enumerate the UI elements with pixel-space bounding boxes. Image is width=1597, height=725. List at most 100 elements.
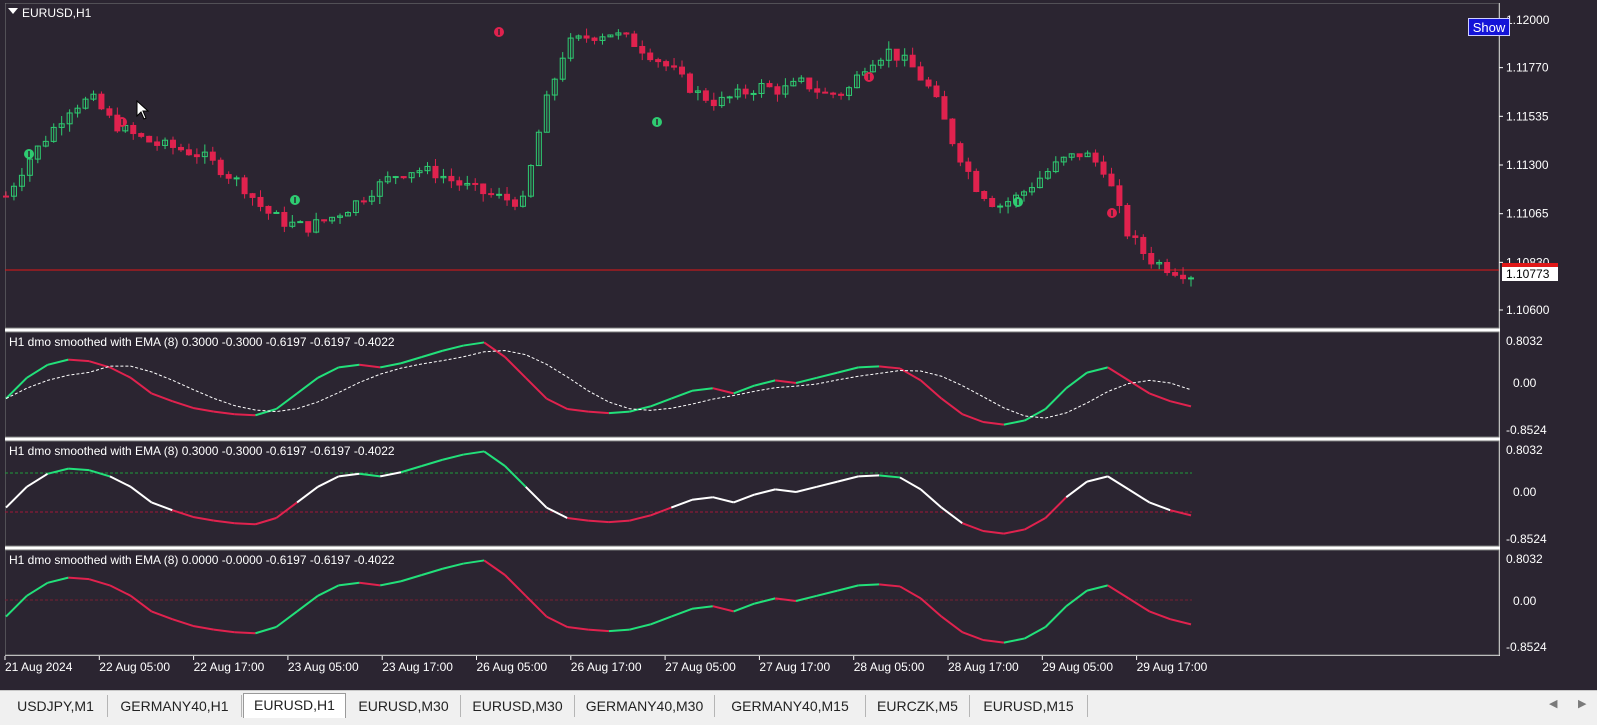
chart-tab[interactable]: USDJPY,M1 xyxy=(4,695,108,717)
main-pane[interactable] xyxy=(4,2,1500,329)
indicator-segment xyxy=(920,488,943,509)
indicator-segment xyxy=(567,626,589,631)
mouse-cursor-icon xyxy=(136,100,150,120)
indicator-segment xyxy=(712,605,734,613)
candle-body xyxy=(559,57,566,80)
indicator-2-axis-mid: 0.00 xyxy=(1513,485,1537,499)
indicator-segment xyxy=(442,562,464,570)
candle-body xyxy=(424,165,431,172)
candle-body xyxy=(734,88,741,98)
candle-body xyxy=(1156,262,1163,265)
indicator-segment xyxy=(380,362,402,369)
indicator-segment xyxy=(463,450,485,456)
indicator-segment xyxy=(483,559,506,576)
time-axis-label: 23 Aug 05:00 xyxy=(288,660,359,674)
indicator-segment xyxy=(380,580,402,587)
indicator-segment xyxy=(213,410,235,416)
indicator-segment xyxy=(837,475,859,483)
candle-body xyxy=(766,83,773,88)
indicator-segment xyxy=(317,366,340,379)
candle-body xyxy=(1132,235,1139,238)
indicator-segment xyxy=(858,474,880,478)
indicator-segment xyxy=(1086,584,1109,592)
chart-tab[interactable]: EURUSD,M30 xyxy=(461,695,575,717)
indicator-segment xyxy=(421,349,443,358)
indicator-segment xyxy=(338,363,360,369)
chart-area[interactable]: 1.12000 1.11770 1.11535 1.11300 1.11065 1.108… xyxy=(0,0,1597,690)
chart-tab[interactable]: EURUSD,M30 xyxy=(347,695,461,717)
indicator-segment xyxy=(88,578,111,587)
indicator-segment xyxy=(1107,475,1130,491)
candle-body xyxy=(742,88,749,95)
indicator-3-axis-mid: 0.00 xyxy=(1513,594,1537,608)
indicator-segment xyxy=(213,628,235,634)
candle-body xyxy=(66,112,73,125)
indicator-segment xyxy=(879,583,901,588)
indicator-pane-1[interactable] xyxy=(4,331,1500,438)
indicator-segment xyxy=(1169,618,1192,626)
indicator-segment xyxy=(504,465,527,488)
candle-body xyxy=(671,65,678,68)
price-axis-label: 1.11300 xyxy=(1506,158,1549,172)
candle-body xyxy=(543,94,550,133)
indicator-segment xyxy=(400,356,423,365)
fractal-markers xyxy=(24,27,1117,218)
indicator-segment xyxy=(546,506,568,519)
candle-body xyxy=(170,139,177,148)
price-axis-label: 1.11065 xyxy=(1506,207,1549,221)
tab-scroll-left-icon[interactable]: ◀ xyxy=(1549,698,1558,710)
chart-tab[interactable]: EURUSD,M15 xyxy=(970,695,1088,717)
tab-scroll-right-icon[interactable]: ▶ xyxy=(1578,698,1587,710)
time-axis-label: 26 Aug 05:00 xyxy=(477,660,548,674)
chart-tab[interactable]: EURCZK,M5 xyxy=(866,695,970,717)
indicator-segment xyxy=(5,377,28,400)
indicator-segment xyxy=(733,602,755,613)
indicator-segment xyxy=(1149,392,1171,403)
indicator-segment xyxy=(88,360,111,369)
candle-body xyxy=(1140,236,1147,254)
indicator-segment xyxy=(961,522,984,532)
candle-body xyxy=(464,182,471,186)
candle-body xyxy=(177,146,184,151)
indicator-segment xyxy=(359,581,381,587)
indicator-segment xyxy=(359,472,381,478)
candle-body xyxy=(217,159,224,176)
indicator-segment xyxy=(1003,419,1025,426)
indicator-pane-3[interactable] xyxy=(4,549,1500,656)
indicator-segment xyxy=(795,485,818,493)
chart-menu-arrow-icon[interactable] xyxy=(8,8,18,14)
candle-body xyxy=(1068,153,1075,158)
candle-body xyxy=(337,215,344,218)
chart-tab[interactable]: GERMANY40,M15 xyxy=(715,695,866,717)
price-axis-label: 1.10600 xyxy=(1506,303,1550,317)
indicator-segment xyxy=(255,517,277,526)
indicator-segment xyxy=(1044,496,1067,519)
chart-tab[interactable]: GERMANY40,H1 xyxy=(108,695,242,717)
chart-tab-active[interactable]: EURUSD,H1 xyxy=(243,693,346,718)
candle-body xyxy=(10,185,17,197)
indicator-segment xyxy=(5,595,28,618)
candle-body xyxy=(623,32,630,35)
indicator-segment xyxy=(172,400,194,409)
candle-body xyxy=(82,98,89,109)
indicator-segment xyxy=(192,515,215,522)
candle-body xyxy=(201,151,208,158)
indicator-segment xyxy=(338,472,360,478)
candle-body xyxy=(265,205,272,214)
indicator-segment xyxy=(733,493,755,504)
show-button[interactable]: Show xyxy=(1468,18,1510,36)
candle-body xyxy=(607,34,614,38)
chart-tab[interactable]: GERMANY40,M30 xyxy=(575,695,715,717)
indicator-segment xyxy=(567,517,589,522)
indicator-segment xyxy=(234,631,256,635)
indicator-pane-2[interactable] xyxy=(4,440,1500,547)
indicator-2-axis-top: 0.8032 xyxy=(1506,443,1543,457)
indicator-segment xyxy=(795,376,818,384)
chart-canvas[interactable]: 1.120001.117701.115351.113001.110651.108… xyxy=(0,0,1597,690)
price-axis-area xyxy=(1500,0,1597,690)
indicator-segment xyxy=(47,358,69,366)
time-axis-label: 29 Aug 05:00 xyxy=(1042,660,1113,674)
indicator-segment xyxy=(255,408,277,417)
indicator-segment xyxy=(483,450,506,467)
indicator-segment xyxy=(275,392,298,410)
